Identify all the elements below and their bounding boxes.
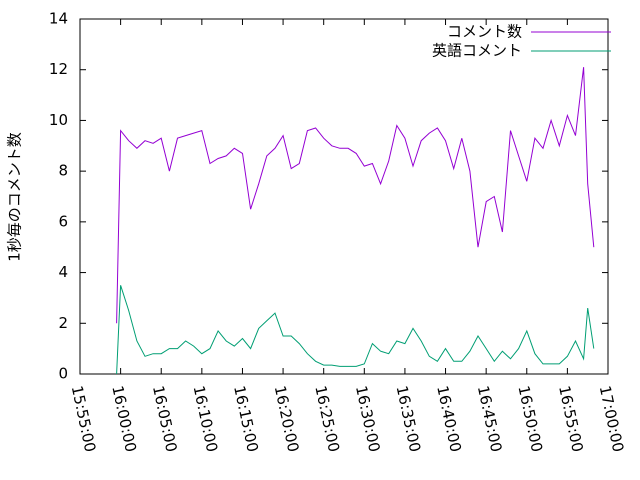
y-axis-label: 1秒毎のコメント数 — [6, 132, 24, 262]
x-tick-label: 16:20:00 — [271, 384, 303, 454]
x-tick-label: 16:00:00 — [108, 384, 140, 454]
x-tick-label: 16:30:00 — [352, 384, 384, 454]
legend-label: 英語コメント — [432, 42, 522, 60]
legend-label: コメント数 — [447, 23, 522, 41]
y-tick-label: 8 — [58, 162, 68, 180]
x-tick-label: 16:10:00 — [190, 384, 222, 454]
x-tick-label: 16:05:00 — [149, 384, 181, 454]
series-line — [116, 285, 595, 375]
y-tick-label: 12 — [49, 60, 68, 78]
y-tick-label: 6 — [58, 212, 68, 230]
y-tick-label: 4 — [58, 263, 68, 281]
y-tick-label: 2 — [58, 314, 68, 332]
x-tick-label: 16:35:00 — [393, 384, 425, 454]
y-tick-label: 14 — [49, 10, 68, 28]
x-tick-label: 16:45:00 — [474, 384, 506, 454]
plot-frame — [79, 18, 609, 375]
x-tick-label: 15:55:00 — [68, 384, 100, 454]
y-tick-label: 0 — [58, 365, 68, 383]
x-tick-label: 16:25:00 — [311, 384, 343, 454]
x-tick-label: 16:15:00 — [230, 384, 262, 454]
series-line — [116, 67, 595, 324]
x-tick-label: 17:00:00 — [596, 384, 628, 454]
x-tick-label: 16:55:00 — [555, 384, 587, 454]
y-tick-label: 10 — [49, 111, 68, 129]
x-tick-label: 16:50:00 — [514, 384, 546, 454]
x-tick-label: 16:40:00 — [433, 384, 465, 454]
